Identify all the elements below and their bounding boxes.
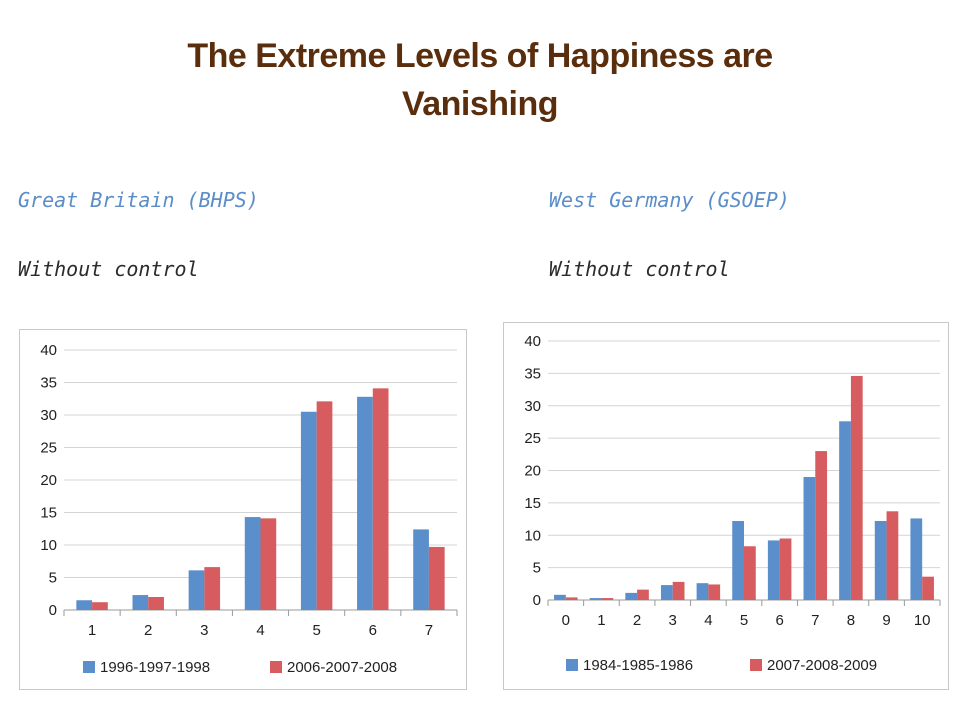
- wg-bar-1-0: [554, 594, 566, 600]
- gb-y-tick-label: 10: [40, 537, 57, 554]
- wg-bar-2-7: [815, 451, 828, 600]
- left-subtitle: Without control: [18, 257, 199, 281]
- wg-bar-2-0: [565, 597, 578, 600]
- wg-legend-swatch-2: [750, 659, 762, 671]
- wg-bar-2-4: [708, 584, 721, 600]
- wg-x-tick-label: 1: [597, 612, 605, 629]
- gb-y-tick-label: 0: [49, 602, 57, 619]
- gb-bar-2-2: [148, 597, 164, 610]
- great-britain-chart: 0 5 10 15 20 25 30 35 40 1 2 3 4 5 6 7 1996-1997-1998 200…: [19, 329, 467, 690]
- wg-legend-label-1: 1984-1985-1986: [583, 657, 693, 674]
- wg-bar-1-8: [839, 421, 851, 600]
- wg-bar-2-3: [672, 581, 685, 600]
- gb-bar-1-1: [76, 600, 93, 610]
- wg-x-tick-label: 6: [775, 612, 783, 629]
- gb-bar-2-3: [204, 567, 221, 610]
- gb-x-tick-label: 4: [256, 622, 264, 639]
- right-subtitle: Without control: [549, 257, 730, 281]
- wg-y-tick-label: 30: [524, 398, 541, 415]
- gb-x-tick-label: 1: [88, 622, 96, 639]
- wg-bar-2-2: [637, 589, 649, 600]
- gb-bar-1-6: [357, 396, 373, 610]
- wg-bar-1-7: [803, 476, 816, 600]
- wg-bar-1-10: [910, 518, 923, 600]
- gb-y-tick-label: 35: [40, 375, 57, 392]
- gb-bar-2-7: [428, 546, 445, 610]
- gb-legend-label-1: 1996-1997-1998: [100, 659, 210, 676]
- gb-y-tick-label: 20: [40, 472, 57, 489]
- wg-bar-1-5: [732, 521, 744, 600]
- wg-bar-1-3: [660, 585, 673, 600]
- slide-title-line-1: The Extreme Levels of Happiness are: [187, 37, 773, 75]
- slide-title: The Extreme Levels of Happiness are Vani…: [0, 32, 960, 128]
- west-germany-chart-svg: 0 5 10 15 20 25 30 35 40 0 1 2 3 4 5 6 7 8 9 10 1984-1985-19…: [524, 333, 941, 674]
- wg-x-tick-label: 7: [811, 612, 819, 629]
- wg-y-tick-label: 40: [524, 333, 541, 350]
- wg-y-tick-label: 25: [524, 430, 541, 447]
- gb-x-tick-label: 6: [369, 622, 377, 639]
- gb-bar-1-7: [413, 529, 429, 610]
- gb-legend-swatch-1: [83, 661, 95, 673]
- wg-x-tick-label: 4: [704, 612, 712, 629]
- wg-y-tick-label: 10: [524, 527, 541, 544]
- gb-legend-label-2: 2006-2007-2008: [287, 659, 397, 676]
- gb-x-tick-label: 3: [200, 622, 208, 639]
- gb-x-tick-label: 5: [312, 622, 320, 639]
- wg-x-tick-label: 2: [633, 612, 641, 629]
- wg-bar-1-4: [696, 583, 709, 600]
- gb-y-tick-label: 30: [40, 407, 57, 424]
- wg-bar-1-1: [589, 598, 602, 600]
- wg-legend-label-2: 2007-2008-2009: [767, 657, 877, 674]
- wg-y-tick-label: 20: [524, 463, 541, 480]
- wg-bar-2-9: [886, 511, 899, 600]
- gb-bar-2-1: [92, 602, 108, 610]
- gb-bar-2-5: [316, 401, 333, 610]
- wg-y-tick-label: 5: [533, 560, 541, 577]
- great-britain-chart-svg: 0 5 10 15 20 25 30 35 40 1 2 3 4 5 6 7 1996-1997-1998 200…: [40, 342, 458, 676]
- wg-bar-2-10: [922, 576, 934, 600]
- gb-bar-1-3: [188, 570, 205, 610]
- right-country-label: West Germany (GSOEP): [549, 188, 790, 212]
- gb-y-tick-label: 5: [49, 570, 57, 587]
- gb-x-tick-label: 2: [144, 622, 152, 639]
- wg-x-tick-label: 9: [882, 612, 890, 629]
- wg-legend-swatch-1: [566, 659, 578, 671]
- gb-bar-1-5: [300, 411, 317, 610]
- wg-x-tick-label: 8: [847, 612, 855, 629]
- wg-bar-1-9: [874, 521, 887, 600]
- wg-bar-1-6: [767, 540, 780, 600]
- left-country-label: Great Britain (BHPS): [18, 188, 259, 212]
- wg-bar-1-2: [625, 592, 638, 600]
- gb-y-tick-label: 40: [40, 342, 57, 359]
- west-germany-chart: 0 5 10 15 20 25 30 35 40 0 1 2 3 4 5 6 7 8 9 10 1984-1985-19…: [503, 322, 949, 690]
- wg-bar-2-5: [744, 546, 756, 600]
- wg-y-tick-label: 35: [524, 365, 541, 382]
- wg-bar-2-1: [601, 598, 614, 600]
- gb-bar-1-2: [132, 595, 149, 610]
- wg-y-tick-label: 15: [524, 495, 541, 512]
- wg-y-tick-label: 0: [533, 592, 541, 609]
- wg-bar-2-8: [850, 375, 863, 600]
- wg-x-tick-label: 0: [562, 612, 570, 629]
- wg-x-tick-label: 10: [914, 612, 931, 629]
- wg-bar-2-6: [779, 538, 792, 600]
- gb-bar-2-6: [372, 388, 389, 610]
- gb-legend-swatch-2: [270, 661, 282, 673]
- gb-y-tick-label: 25: [40, 440, 57, 457]
- gb-bar-2-4: [260, 518, 277, 610]
- slide-title-line-2: Vanishing: [401, 85, 559, 123]
- gb-bar-1-4: [244, 517, 261, 610]
- gb-x-tick-label: 7: [425, 622, 433, 639]
- wg-x-tick-label: 5: [740, 612, 748, 629]
- wg-x-tick-label: 3: [669, 612, 677, 629]
- gb-y-tick-label: 15: [40, 505, 57, 522]
